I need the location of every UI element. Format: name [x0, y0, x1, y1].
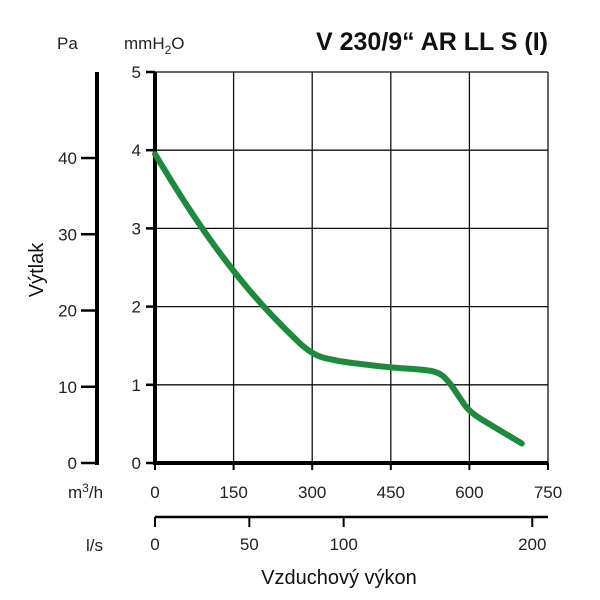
x-m3h-tick-label: 750: [534, 483, 562, 502]
y-pa-tick-label: 20: [58, 302, 77, 321]
x-m3h-tick-label: 300: [298, 483, 326, 502]
y-mmh2o-tick-label: 4: [132, 141, 141, 160]
chart-title: V 230/9“ AR LL S (I): [316, 28, 548, 56]
y-pa-tick-label: 40: [58, 149, 77, 168]
pa-unit-label: Pa: [57, 34, 78, 53]
mmh2o-unit-label: mmH2O: [124, 34, 185, 57]
y-mmh2o-tick-label: 3: [132, 219, 141, 238]
x-ls-tick-label: 100: [329, 535, 357, 554]
y-mmh2o-tick-label: 1: [132, 376, 141, 395]
x-m3h-tick-label: 450: [377, 483, 405, 502]
x-m3h-tick-label: 600: [455, 483, 483, 502]
x-ls-tick-label: 0: [150, 535, 159, 554]
y-pa-tick-label: 10: [58, 378, 77, 397]
x-m3h-tick-label: 150: [219, 483, 247, 502]
performance-curve: [152, 151, 525, 447]
y-pa-tick-label: 30: [58, 225, 77, 244]
series-layer: [152, 151, 525, 447]
x-m3h-tick-label: 0: [150, 483, 159, 502]
y-pa-tick-label: 0: [68, 454, 77, 473]
ls-unit-label: l/s: [86, 536, 103, 555]
y-axis-title: Výtlak: [26, 242, 48, 297]
m3h-unit-label: m3/h: [68, 481, 103, 502]
y-mmh2o-tick-label: 2: [132, 298, 141, 317]
y-mmh2o-tick-label: 0: [132, 454, 141, 473]
x-ls-tick-label: 200: [518, 535, 546, 554]
y-mmh2o-tick-label: 5: [132, 63, 141, 82]
x-ls-tick-label: 50: [240, 535, 259, 554]
x-axis-title: Vzduchový výkon: [261, 567, 417, 589]
axes: [81, 70, 549, 527]
grid: [155, 71, 549, 463]
